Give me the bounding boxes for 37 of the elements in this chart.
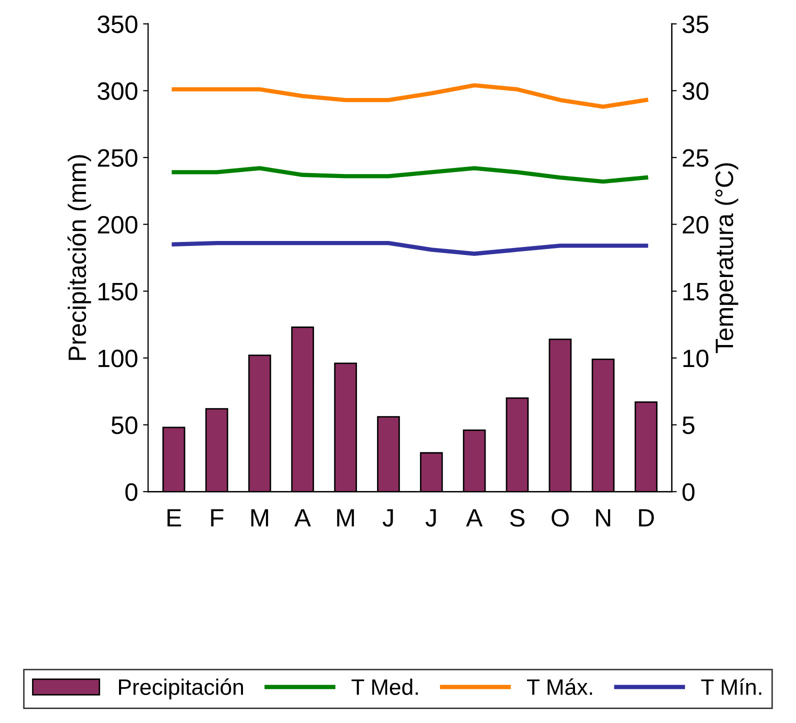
x-tick-label: O (552, 508, 569, 527)
y-tick-label: 350 (98, 15, 138, 34)
x-tick-label: F (211, 509, 224, 526)
legend-label: T Med. (352, 678, 418, 695)
legend-label: T Máx. (527, 678, 592, 695)
y-tick-label: 50 (112, 416, 138, 434)
legend-label: Precipitación (119, 678, 243, 700)
x-tick-label: M (337, 509, 354, 526)
y-tick-label: 250 (98, 149, 138, 167)
y-tick-label: 300 (98, 82, 138, 100)
y-tick-label: 100 (98, 350, 138, 368)
x-tick-label: J (426, 509, 436, 527)
line-series (172, 240, 648, 256)
x-tick-label: A (466, 509, 483, 526)
y-tick-label: 150 (98, 282, 138, 300)
y2-tick-label: 0 (682, 483, 694, 501)
x-tick-label: S (510, 508, 524, 527)
x-tick-label: E (168, 509, 182, 526)
y2-tick-label: 10 (683, 350, 708, 368)
y2-tick-label: 25 (682, 149, 708, 167)
x-tick-label: J (382, 509, 393, 527)
x-tick-label: A (294, 509, 311, 526)
legend-label: T Mín. (701, 678, 762, 695)
x-tick-label: M (251, 509, 268, 526)
line-series (172, 166, 648, 184)
y-tick-label: 200 (98, 216, 138, 234)
x-tick-label: N (596, 509, 610, 526)
y2-tick-label: 15 (683, 283, 708, 300)
y-tick-label: 0 (125, 483, 138, 501)
y2-tick-label: 35 (682, 15, 708, 34)
y2-tick-label: 20 (682, 216, 708, 234)
y-axis-title: Precipitación (mm) (67, 155, 92, 360)
x-tick-label: D (639, 509, 654, 526)
y2-axis-title: Temperatura (°C) (714, 163, 738, 354)
y2-tick-label: 5 (682, 416, 694, 434)
y2-tick-label: 30 (682, 82, 708, 100)
line-series (172, 83, 648, 109)
